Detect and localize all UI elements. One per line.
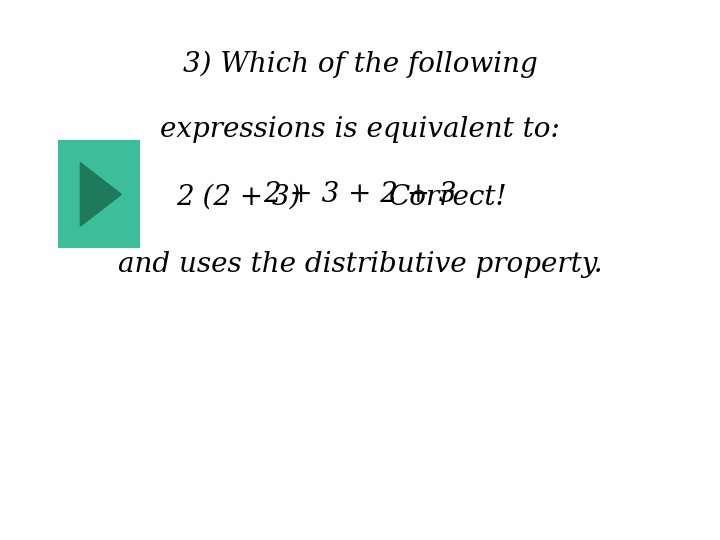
Text: expressions is equivalent to:: expressions is equivalent to: bbox=[160, 116, 560, 143]
Text: 2 + 3 + 2 + 3: 2 + 3 + 2 + 3 bbox=[264, 181, 456, 208]
Text: and uses the distributive property.: and uses the distributive property. bbox=[117, 251, 603, 278]
Text: Correct!: Correct! bbox=[389, 184, 508, 211]
FancyBboxPatch shape bbox=[58, 140, 140, 248]
Text: 3) Which of the following: 3) Which of the following bbox=[183, 51, 537, 78]
Polygon shape bbox=[81, 163, 122, 226]
Text: 2 (2 + 3): 2 (2 + 3) bbox=[176, 184, 301, 211]
